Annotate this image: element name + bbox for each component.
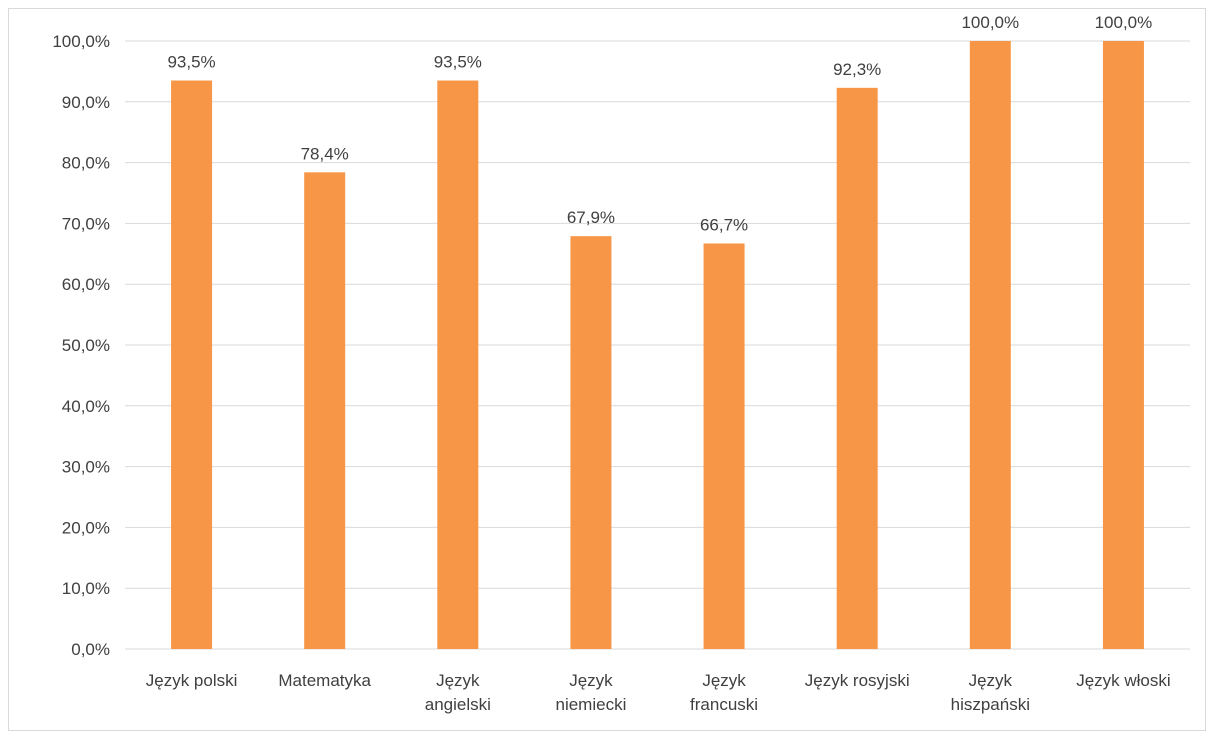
x-category-label: Język bbox=[702, 671, 746, 690]
data-label: 66,7% bbox=[700, 215, 748, 234]
data-label: 92,3% bbox=[833, 60, 881, 79]
x-category-label: Język włoski bbox=[1076, 671, 1170, 690]
bar bbox=[969, 41, 1011, 649]
y-tick-label: 60,0% bbox=[62, 275, 110, 294]
data-label: 93,5% bbox=[167, 53, 215, 72]
data-label: 93,5% bbox=[434, 53, 482, 72]
x-category-label: Język rosyjski bbox=[805, 671, 910, 690]
y-tick-label: 90,0% bbox=[62, 93, 110, 112]
x-category-label: Język bbox=[969, 671, 1013, 690]
y-tick-label: 30,0% bbox=[62, 458, 110, 477]
data-label: 67,9% bbox=[567, 208, 615, 227]
bar bbox=[1102, 41, 1144, 649]
x-category-label: Język bbox=[569, 671, 613, 690]
x-category-label: francuski bbox=[690, 695, 758, 714]
bar bbox=[836, 87, 878, 650]
x-category-label: niemiecki bbox=[556, 695, 627, 714]
bar bbox=[171, 80, 213, 649]
y-tick-label: 40,0% bbox=[62, 397, 110, 416]
bar bbox=[570, 236, 612, 649]
bar bbox=[703, 243, 745, 650]
bar bbox=[304, 172, 346, 649]
y-tick-label: 50,0% bbox=[62, 336, 110, 355]
chart-frame bbox=[8, 8, 1206, 731]
x-category-label: Język bbox=[436, 671, 480, 690]
x-category-label: Język polski bbox=[146, 671, 238, 690]
y-tick-label: 80,0% bbox=[62, 154, 110, 173]
x-category-label: angielski bbox=[425, 695, 491, 714]
bar bbox=[437, 80, 479, 649]
y-tick-label: 0,0% bbox=[71, 640, 110, 659]
data-label: 100,0% bbox=[961, 13, 1019, 32]
x-category-label: hiszpański bbox=[951, 695, 1030, 714]
y-tick-label: 10,0% bbox=[62, 579, 110, 598]
y-tick-label: 70,0% bbox=[62, 214, 110, 233]
data-label: 100,0% bbox=[1095, 13, 1153, 32]
y-tick-label: 100,0% bbox=[52, 32, 110, 51]
y-tick-label: 20,0% bbox=[62, 518, 110, 537]
data-label: 78,4% bbox=[301, 144, 349, 163]
x-category-label: Matematyka bbox=[278, 671, 371, 690]
